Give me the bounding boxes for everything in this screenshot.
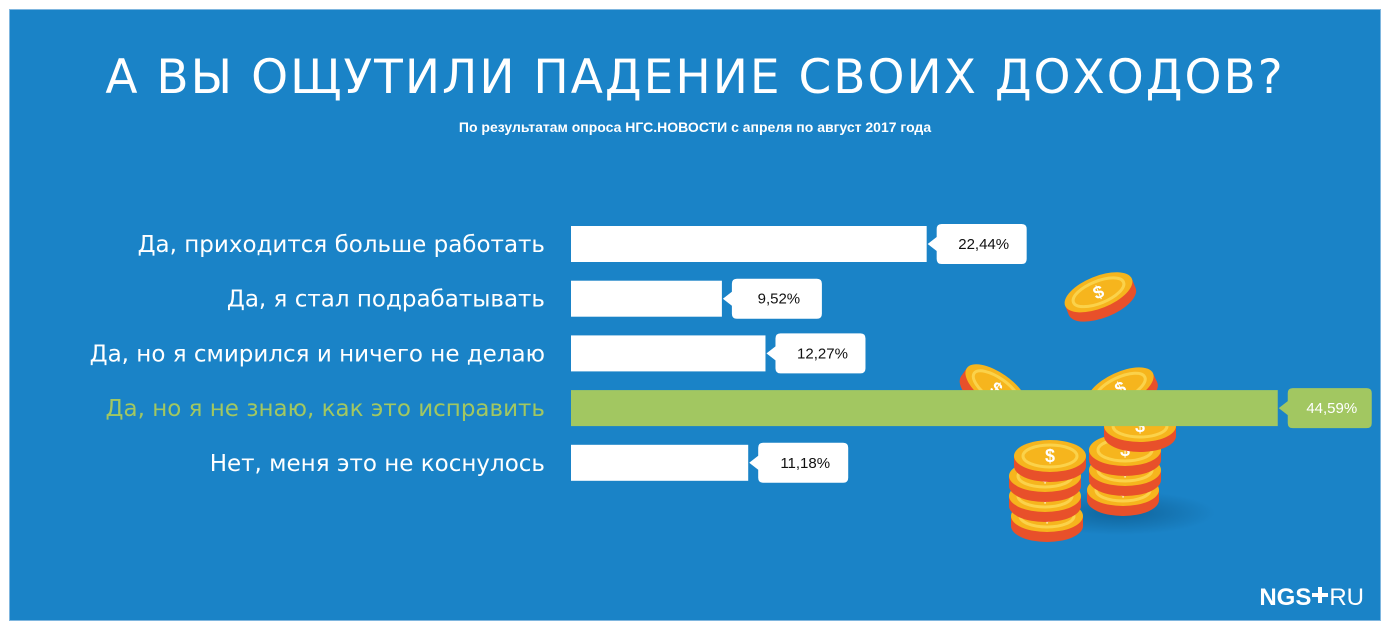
bar-chart: $ Да, приходится больше работать22,44%Да…: [90, 224, 1372, 544]
value-label-bubble: [927, 224, 1027, 264]
value-label-bubble: [749, 442, 849, 483]
bar: [571, 280, 722, 317]
coin-stack-icon: [950, 262, 1215, 544]
category-label: Да, но я смирился и ничего не делаю: [90, 341, 545, 367]
chart-subtitle: По результатам опроса НГС.НОВОСТИ с апре…: [458, 119, 932, 135]
logo-plus-icon: [1312, 587, 1329, 603]
value-label-bubble: [1278, 388, 1372, 429]
value-label-bubble: [766, 333, 866, 374]
ngs-ru-logo: NGS RU: [1259, 584, 1364, 612]
category-label: Да, я стал подрабатывать: [227, 287, 545, 313]
value-label: 9,52%: [758, 291, 801, 308]
category-label: Да, приходится больше работать: [138, 232, 545, 258]
value-label: 44,59%: [1306, 400, 1357, 417]
logo-ru: RU: [1329, 584, 1364, 611]
bar: [571, 226, 927, 262]
bar: [571, 444, 749, 481]
category-label: Да, но я не знаю, как это исправить: [106, 396, 545, 422]
value-label: 12,27%: [797, 345, 848, 362]
value-label: 11,18%: [780, 455, 830, 472]
logo-ngs: NGS: [1259, 584, 1312, 611]
infographic-frame: А ВЫ ОЩУТИЛИ ПАДЕНИЕ СВОИХ ДОХОДОВ? По р…: [9, 9, 1381, 621]
bar-highlighted: [571, 390, 1278, 427]
value-label: 22,44%: [958, 236, 1009, 253]
chart-title: А ВЫ ОЩУТИЛИ ПАДЕНИЕ СВОИХ ДОХОДОВ?: [105, 50, 1285, 105]
value-label-bubble: [722, 278, 822, 319]
bar: [571, 335, 766, 372]
category-label: Нет, меня это не коснулось: [210, 451, 545, 477]
